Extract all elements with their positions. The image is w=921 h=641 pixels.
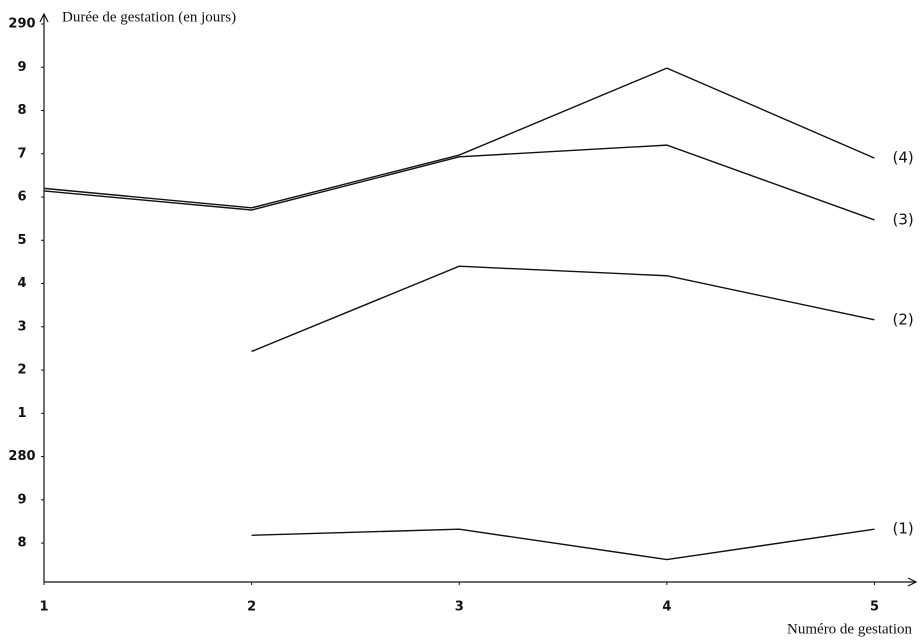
y-tick-label: 2	[17, 363, 26, 378]
series-line	[43, 144, 875, 221]
series-line	[251, 265, 875, 353]
y-tick-label: 6	[17, 190, 26, 205]
x-tick-label: 5	[870, 600, 879, 615]
y-tick-label: 7	[17, 146, 26, 161]
y-tick-label: 4	[17, 276, 26, 291]
y-tick-label: 9	[17, 492, 26, 507]
y-tick-label: 290	[8, 17, 35, 32]
y-tick-label: 280	[8, 449, 35, 464]
y-axis-title: Durée de gestation (en jours)	[62, 9, 236, 25]
x-tick-label: 1	[39, 600, 48, 615]
x-axis-title: Numéro de gestation	[787, 621, 912, 637]
y-tick-label: 8	[17, 103, 26, 118]
series-label: (3)	[892, 210, 913, 228]
y-tick-label: 1	[17, 406, 26, 421]
x-axis-arrow	[907, 577, 918, 587]
series-label: (1)	[892, 520, 913, 538]
y-tick-label: 5	[17, 233, 26, 248]
series-line	[43, 67, 875, 209]
x-tick-label: 3	[455, 600, 464, 615]
series-line	[251, 528, 875, 561]
x-tick-label: 2	[247, 600, 256, 615]
y-axis-arrow	[39, 12, 49, 23]
x-tick-label: 4	[662, 600, 671, 615]
y-tick-label: 8	[17, 536, 26, 551]
series-label: (2)	[892, 310, 913, 328]
y-tick-label: 9	[17, 60, 26, 75]
y-tick-label: 3	[17, 319, 26, 334]
series-label: (4)	[892, 149, 913, 167]
